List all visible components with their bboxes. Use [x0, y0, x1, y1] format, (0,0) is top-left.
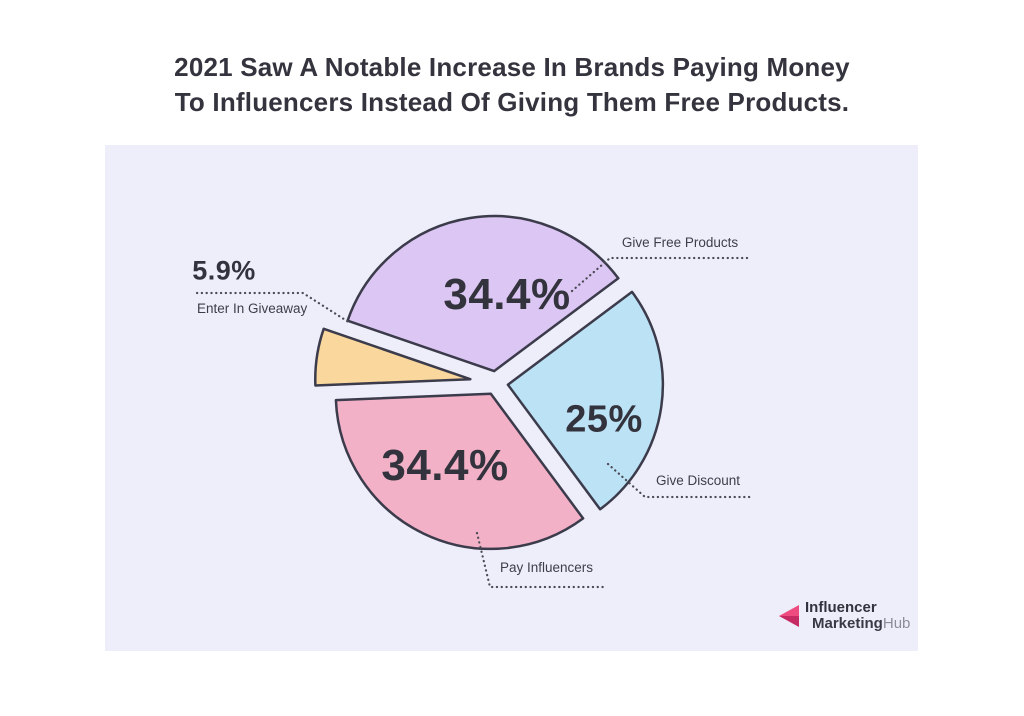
leader-give-free-products	[570, 256, 752, 293]
leader-lines	[195, 256, 753, 589]
pie-slice-give-free-products	[346, 214, 620, 373]
brand-name-marketinghub: MarketingHub	[812, 614, 911, 632]
value-label-give-discount: 25%	[565, 398, 643, 441]
value-label-enter-in-giveaway: 5.9%	[192, 255, 256, 286]
brand-name-influencer: Influencer	[805, 599, 877, 616]
brand-logo: Influencer MarketingHub	[777, 600, 910, 632]
brand-logo-text: Influencer MarketingHub	[805, 600, 910, 632]
brand-name-marketing: Marketing	[812, 614, 883, 632]
pie-chart	[195, 214, 753, 589]
chart-title-line1: 2021 Saw A Notable Increase In Brands Pa…	[174, 52, 850, 82]
pie-slice-enter-in-giveaway	[314, 327, 472, 387]
leader-enter-in-giveaway	[195, 291, 352, 325]
callout-label-pay-influencers: Pay Influencers	[499, 560, 594, 575]
chart-title: 2021 Saw A Notable Increase In Brands Pa…	[0, 50, 1024, 120]
leader-give-discount	[606, 462, 753, 499]
chart-panel: 34.4% 25% 34.4% 5.9% Give Free Products …	[105, 145, 918, 651]
leader-pay-influencers	[475, 531, 605, 589]
value-label-give-free-products: 34.4%	[443, 270, 571, 319]
brand-name-hub: Hub	[882, 614, 911, 632]
pie-slices	[314, 214, 665, 551]
pie-slice-give-discount	[506, 290, 665, 511]
chart-title-line2: To Influencers Instead Of Giving Them Fr…	[174, 87, 850, 118]
callout-label-give-discount: Give Discount	[655, 473, 741, 488]
pie-slice-pay-influencers	[334, 392, 585, 551]
value-label-pay-influencers: 34.4%	[381, 441, 509, 490]
callout-label-give-free-products: Give Free Products	[621, 235, 739, 250]
influencer-marketinghub-logo-icon	[779, 604, 799, 627]
callout-label-enter-in-giveaway: Enter In Giveaway	[197, 301, 308, 316]
